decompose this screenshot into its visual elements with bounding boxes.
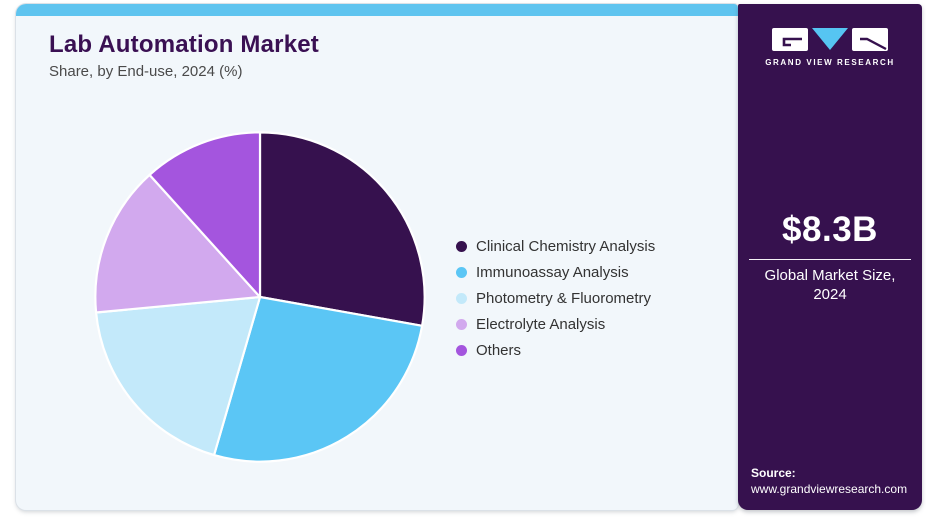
pie-slice-1 bbox=[212, 295, 424, 463]
pie-slice-4 bbox=[148, 131, 262, 299]
pie-slice-0 bbox=[258, 131, 426, 327]
market-size-label-line2: 2024 bbox=[813, 285, 847, 303]
legend-item: Immunoassay Analysis bbox=[456, 263, 655, 282]
gvr-logo: GRAND VIEW RESEARCH bbox=[738, 26, 922, 67]
logo-r-glyph bbox=[860, 37, 887, 51]
topbar-accent bbox=[16, 4, 738, 16]
chart-card: Lab Automation Market Share, by End-use,… bbox=[16, 4, 738, 510]
brand-sidebar: GRAND VIEW RESEARCH $8.3B Global Market … bbox=[738, 4, 922, 510]
page-title: Lab Automation Market bbox=[49, 31, 319, 58]
logo-v-triangle-icon bbox=[812, 28, 848, 50]
gvr-logo-icon bbox=[772, 28, 888, 51]
legend-item-label: Photometry & Fluorometry bbox=[476, 290, 652, 307]
legend-item: Clinical Chemistry Analysis bbox=[456, 237, 655, 256]
divider bbox=[749, 259, 911, 260]
legend-swatch-icon bbox=[456, 241, 467, 252]
legend-item: Photometry & Fluorometry bbox=[456, 289, 655, 308]
legend-item: Electrolyte Analysis bbox=[456, 315, 655, 334]
market-size-block: $8.3B Global Market Size, 2024 bbox=[738, 210, 922, 305]
market-size-value: $8.3B bbox=[782, 210, 878, 249]
legend-swatch-icon bbox=[456, 267, 467, 278]
legend: Clinical Chemistry Analysis Immunoassay A… bbox=[456, 237, 655, 360]
page-subtitle: Share, by End-use, 2024 (%) bbox=[49, 63, 243, 80]
market-size-label: Global Market Size, 2024 bbox=[738, 267, 922, 305]
pie-chart-container bbox=[92, 129, 428, 465]
legend-item-label: Clinical Chemistry Analysis bbox=[476, 238, 656, 255]
source-block: Source: www.grandviewresearch.com bbox=[751, 465, 907, 497]
legend-swatch-icon bbox=[456, 345, 467, 356]
legend-item-label: Others bbox=[476, 342, 522, 359]
pie-slice-3 bbox=[94, 173, 262, 314]
source-label: Source: bbox=[751, 465, 796, 480]
legend-swatch-icon bbox=[456, 319, 467, 330]
legend-item-label: Electrolyte Analysis bbox=[476, 316, 606, 333]
brand-name: GRAND VIEW RESEARCH bbox=[765, 58, 895, 67]
legend-item: Others bbox=[456, 341, 655, 360]
legend-swatch-icon bbox=[456, 293, 467, 304]
logo-g-glyph bbox=[782, 37, 802, 47]
market-size-label-line1: Global Market Size, bbox=[764, 267, 896, 284]
pie-chart bbox=[94, 131, 426, 463]
legend-item-label: Immunoassay Analysis bbox=[476, 264, 629, 281]
pie-slice-2 bbox=[94, 295, 262, 457]
source-url: www.grandviewresearch.com bbox=[751, 481, 908, 496]
